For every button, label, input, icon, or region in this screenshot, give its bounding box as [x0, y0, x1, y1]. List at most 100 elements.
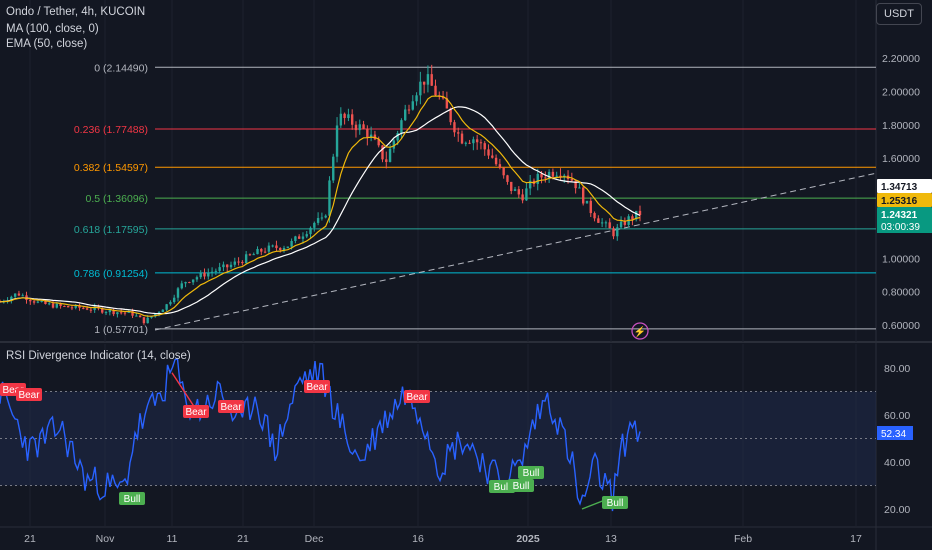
candle-body: [324, 215, 327, 218]
candle-body: [169, 302, 172, 305]
bear-label: [304, 380, 330, 393]
candle-body: [551, 171, 555, 177]
candle-body: [441, 96, 445, 99]
candle-body: [112, 309, 115, 315]
bull-label: [119, 492, 145, 505]
time-axis-label: 21: [237, 533, 249, 545]
candle-body: [385, 159, 388, 162]
price-axis-label: 2.20000: [882, 53, 920, 65]
candle-body: [597, 218, 600, 223]
fib-label: 0.618 (1.17595): [74, 224, 148, 236]
candle-body: [600, 222, 604, 224]
time-axis-label: Nov: [96, 533, 115, 545]
candle-body: [426, 74, 430, 85]
candle-body: [116, 312, 119, 315]
candle-body: [93, 306, 96, 310]
rsi-axis-label: 80.00: [884, 363, 910, 375]
candle-body: [210, 271, 214, 273]
candle-body: [199, 272, 202, 278]
bull-label-text: Bull: [523, 468, 540, 479]
candle-body: [608, 222, 611, 229]
candle-body: [460, 133, 464, 144]
candle-body: [449, 108, 452, 123]
candle-body: [400, 120, 403, 134]
candle-body: [555, 175, 558, 177]
currency-button[interactable]: USDT: [876, 3, 922, 25]
rsi-value-tag: [877, 426, 913, 440]
candle-body: [301, 236, 305, 239]
candles: [0, 64, 642, 325]
candle-body: [479, 142, 483, 144]
candle-body: [574, 180, 577, 189]
price-axis-panel: [876, 0, 932, 550]
candle-body: [282, 247, 286, 250]
candle-body: [377, 139, 380, 146]
candle-body: [635, 210, 638, 220]
bull-label-text: Bull: [494, 482, 511, 493]
candle-body: [252, 254, 255, 256]
candle-body: [578, 187, 581, 189]
candle-body: [188, 281, 191, 283]
candle-body: [173, 297, 176, 303]
candle-body: [487, 149, 490, 156]
lightning-icon: [631, 322, 649, 340]
bear-label-text: Bear: [185, 407, 207, 418]
fib-label: 1 (0.57701): [94, 324, 148, 336]
time-axis-label: 16: [412, 533, 424, 545]
bear-label: [183, 405, 209, 418]
candle-body: [559, 175, 562, 177]
candle-body: [366, 128, 369, 138]
ma-legend: MA (100, close, 0): [6, 23, 99, 35]
candle-body: [604, 222, 608, 224]
candle-body: [362, 124, 365, 129]
candle-body: [297, 236, 301, 239]
candle-body: [146, 317, 149, 324]
candle-body: [513, 189, 517, 191]
candle-body: [502, 167, 505, 176]
price-axis-label: 1.00000: [882, 253, 920, 265]
candle-body: [51, 303, 55, 308]
candle-body: [180, 283, 183, 289]
candle-body: [260, 248, 263, 252]
time-axis-label: Feb: [734, 533, 752, 545]
bear-label: [16, 388, 42, 401]
candle-body: [593, 213, 596, 219]
candle-body: [244, 254, 248, 264]
bear-label: [218, 400, 244, 413]
price-axis-label: 1.80000: [882, 120, 920, 132]
symbol-legend: Ondo / Tether, 4h, KUCOIN: [6, 6, 146, 18]
candle-body: [339, 113, 343, 126]
bear-label-text: Bear: [2, 385, 24, 396]
countdown-tag: [877, 219, 932, 233]
bull-label-text: Bull: [513, 481, 530, 492]
candle-body: [309, 227, 312, 235]
candle-body: [108, 309, 112, 313]
candle-body: [44, 300, 47, 304]
candle-body: [17, 293, 21, 296]
candle-body: [142, 317, 146, 324]
candle-body: [78, 305, 81, 308]
lightning-glyph: ⚡: [634, 325, 646, 338]
candle-body: [184, 281, 187, 284]
candle-body: [89, 309, 93, 311]
price-axis-label: 0.60000: [882, 320, 920, 332]
candle-body: [229, 264, 233, 268]
candle-body: [66, 306, 70, 308]
bull-label: [518, 466, 544, 479]
candle-body: [101, 308, 104, 313]
candle-body: [475, 139, 479, 143]
candle-body: [468, 142, 471, 144]
candle-body: [123, 312, 127, 314]
candle-body: [517, 189, 521, 195]
price-tag-text: 1.25316: [881, 196, 918, 207]
candle-body: [358, 124, 361, 131]
candle-body: [528, 180, 532, 189]
candle-body: [350, 114, 354, 125]
candle-body: [119, 312, 123, 314]
fib-label: 0.382 (1.54597): [74, 162, 148, 174]
time-axis-label: 2025: [516, 533, 540, 545]
candle-body: [483, 143, 486, 150]
candle-body: [638, 210, 642, 216]
rsi-value-text: 52.34: [881, 429, 906, 440]
